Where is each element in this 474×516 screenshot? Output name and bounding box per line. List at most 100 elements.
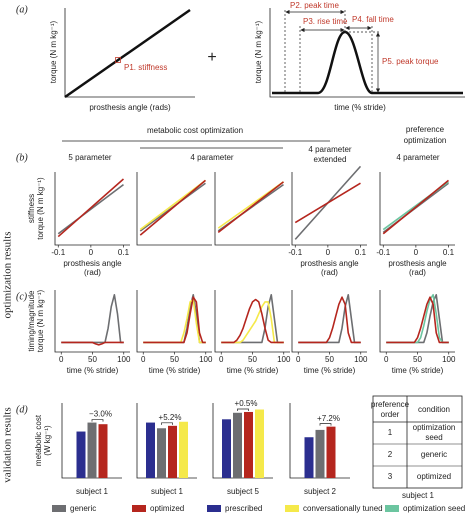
axis-label: prosthesis angle	[388, 259, 447, 268]
panel-label: (d)	[16, 404, 28, 415]
axis-label: time (% stride)	[334, 103, 386, 112]
annotation: +7.2%	[317, 414, 340, 423]
axis-label: (rad)	[84, 268, 101, 277]
table-caption: subject 1	[402, 491, 435, 500]
axis-label: (W kg⁻¹)	[43, 425, 52, 456]
axis-label: time (% stride)	[67, 366, 119, 375]
legend-swatch	[52, 505, 66, 512]
x-tick-label: 0	[141, 355, 146, 364]
series-line	[143, 296, 206, 344]
header: 5 parameter	[68, 153, 111, 162]
axis-label: subject 1	[151, 487, 184, 496]
axis	[214, 290, 290, 353]
annotation: P4. fall time	[352, 15, 394, 24]
x-tick-label: 50	[170, 355, 179, 364]
annotation: P1. stiffness	[124, 63, 167, 72]
side-label: validation results	[2, 407, 14, 482]
axis-label: time (% stride)	[149, 366, 201, 375]
x-tick-label: 50	[88, 355, 97, 364]
bar	[168, 425, 177, 478]
axis	[291, 290, 367, 353]
series-line	[61, 293, 124, 344]
x-tick-label: 100	[277, 355, 291, 364]
table-header: preference	[371, 400, 410, 409]
axis	[214, 172, 290, 246]
header: preference	[406, 125, 445, 134]
legend-label: optimized	[150, 504, 184, 513]
bar	[315, 429, 325, 478]
legend-swatch	[285, 505, 299, 512]
legend-label: optimization seed	[403, 504, 465, 513]
table-cell: 2	[388, 450, 393, 459]
table-cell: generic	[421, 450, 447, 459]
axis-label: metabolic cost	[34, 414, 43, 466]
x-tick-label: 0	[384, 355, 389, 364]
series-line	[217, 181, 284, 234]
table-cell: optimized	[417, 472, 451, 481]
x-tick-label: 100	[117, 355, 131, 364]
annotation: P2. peak time	[290, 1, 339, 10]
header: optimization	[404, 136, 447, 145]
axis-label: prosthesis angle (rads)	[89, 103, 171, 112]
bracket	[161, 422, 173, 425]
axis-label: subject 1	[76, 487, 109, 496]
series-line	[139, 179, 206, 236]
annotation: +0.5%	[235, 399, 258, 408]
bar	[146, 422, 155, 478]
bar	[179, 421, 188, 478]
series-line	[386, 296, 449, 344]
x-tick-label: 0.1	[443, 248, 455, 257]
axis	[291, 172, 367, 246]
legend-label: prescribed	[225, 504, 262, 513]
annotation: P5. peak torque	[382, 57, 439, 66]
bracket	[319, 423, 332, 426]
series-line	[57, 183, 124, 235]
panel-label: (c)	[16, 291, 28, 302]
axis-label: torque (N m kg⁻¹)	[36, 289, 45, 352]
bracket	[91, 419, 104, 422]
axis	[54, 172, 130, 246]
axis-label: (rad)	[409, 268, 426, 277]
x-tick-label: 0	[219, 355, 224, 364]
table-cell: optimization	[413, 423, 456, 432]
bar	[87, 422, 97, 478]
bar	[304, 437, 314, 478]
x-tick-label: 0	[89, 248, 94, 257]
bar	[255, 409, 264, 478]
x-tick-label: 0	[326, 248, 331, 257]
axis-label: prosthesis angle	[300, 259, 359, 268]
table-cell: 1	[388, 428, 393, 437]
bar	[244, 411, 253, 478]
x-tick-label: 0.1	[118, 248, 130, 257]
annotation: −3.0%	[89, 410, 112, 419]
axis	[54, 290, 130, 353]
bracket	[237, 408, 249, 411]
table-cell: 3	[388, 472, 393, 481]
axis-label: stiffness	[27, 194, 36, 223]
axis-label: (rad)	[321, 268, 338, 277]
axis-label: torque (N m kg⁻¹)	[36, 177, 45, 240]
header: extended	[314, 155, 347, 164]
axis-label: time (% stride)	[392, 366, 444, 375]
axis	[379, 172, 455, 246]
header: 4 parameter	[190, 153, 233, 162]
axis-label: time (% stride)	[227, 366, 279, 375]
header: metabolic cost optimization	[147, 126, 243, 135]
series-line	[57, 178, 125, 238]
x-tick-label: 50	[325, 355, 334, 364]
axis-label: subject 2	[304, 487, 337, 496]
bar	[98, 424, 108, 478]
axis	[379, 290, 455, 353]
legend-swatch	[385, 505, 399, 512]
x-tick-label: 100	[442, 355, 456, 364]
x-tick-label: 0.1	[355, 248, 367, 257]
table-header: condition	[418, 405, 450, 414]
x-tick-label: 0	[414, 248, 419, 257]
x-tick-label: 100	[354, 355, 368, 364]
axis-label: torque (N m kg⁻¹)	[49, 20, 58, 83]
legend-label: conversationally tuned	[303, 504, 383, 513]
annotation: +5.2%	[159, 413, 182, 422]
x-tick-label: -0.1	[288, 248, 302, 257]
x-tick-label: -0.1	[51, 248, 65, 257]
